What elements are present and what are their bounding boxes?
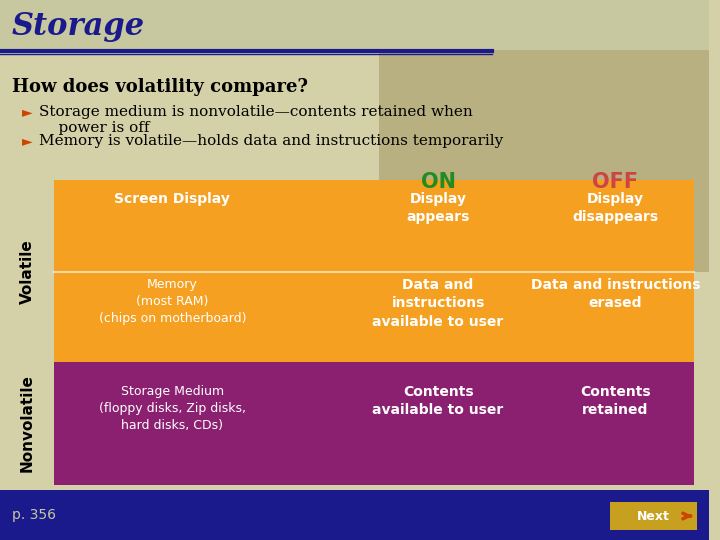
Text: Next: Next	[637, 510, 670, 523]
Text: Nonvolatile: Nonvolatile	[20, 374, 35, 472]
Bar	[54, 180, 694, 362]
Text: Contents
retained: Contents retained	[580, 385, 651, 417]
Text: ►: ►	[22, 134, 32, 148]
Text: Memory is volatile—holds data and instructions temporarily: Memory is volatile—holds data and instru…	[40, 134, 503, 148]
Text: ►: ►	[22, 105, 32, 119]
Text: Display
disappears: Display disappears	[572, 192, 658, 225]
Text: p. 356: p. 356	[12, 508, 56, 522]
Text: How does volatility compare?: How does volatility compare?	[12, 78, 307, 96]
Bar	[0, 490, 709, 540]
Bar	[379, 50, 709, 272]
Text: Volatile: Volatile	[20, 240, 35, 305]
Bar	[611, 502, 697, 530]
Text: Data and instructions
erased: Data and instructions erased	[531, 278, 700, 310]
Text: Contents
available to user: Contents available to user	[372, 385, 504, 417]
Bar	[54, 362, 694, 485]
Text: Storage Medium
(floppy disks, Zip disks,
hard disks, CDs): Storage Medium (floppy disks, Zip disks,…	[99, 385, 246, 432]
Text: OFF: OFF	[593, 172, 639, 192]
Text: Data and
instructions
available to user: Data and instructions available to user	[372, 278, 504, 329]
Text: ON: ON	[420, 172, 456, 192]
Text: Display
appears: Display appears	[406, 192, 470, 225]
Text: Storage: Storage	[12, 10, 145, 42]
Text: Screen Display: Screen Display	[114, 192, 230, 206]
Bar	[0, 0, 709, 50]
Text: Storage medium is nonvolatile—contents retained when
    power is off: Storage medium is nonvolatile—contents r…	[40, 105, 473, 135]
Text: Memory
(most RAM)
(chips on motherboard): Memory (most RAM) (chips on motherboard)	[99, 278, 246, 325]
